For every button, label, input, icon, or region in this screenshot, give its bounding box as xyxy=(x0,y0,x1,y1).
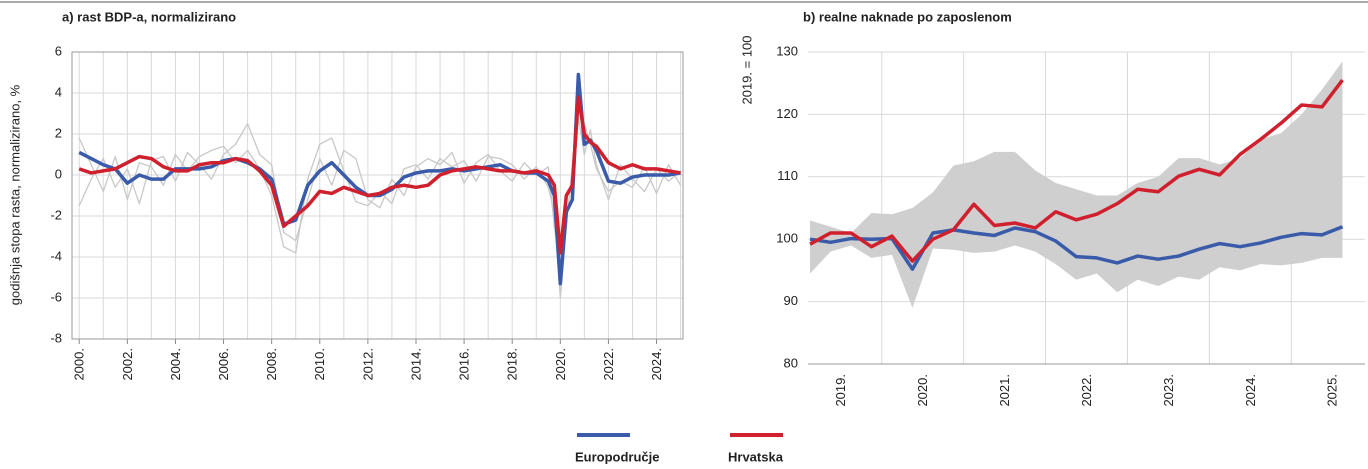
x-tick-label: 2020. xyxy=(915,374,930,407)
x-tick-label: 2016. xyxy=(457,348,472,381)
legend-label: Hrvatska xyxy=(728,449,784,464)
x-tick-label: 2024. xyxy=(1243,374,1258,407)
x-tick-label: 2000. xyxy=(72,348,87,381)
x-tick-label: 2018. xyxy=(505,348,520,381)
chart-title: a) rast BDP-a, normalizirano xyxy=(62,9,236,24)
series-line xyxy=(78,116,682,268)
y-tick-label: -6 xyxy=(50,289,62,304)
x-tick-label: 2002. xyxy=(120,348,135,381)
x-tick-label: 2019. xyxy=(833,374,848,407)
x-tick-label: 2012. xyxy=(360,348,375,381)
x-tick-label: 2020. xyxy=(553,348,568,381)
y-tick-label: -4 xyxy=(50,248,62,263)
y-tick-label: 80 xyxy=(784,355,798,370)
y-tick-label: 130 xyxy=(776,43,798,58)
legend-label: Europodručje xyxy=(575,449,660,464)
x-tick-label: 2014. xyxy=(408,348,423,381)
y-tick-label: 6 xyxy=(55,43,62,58)
y-tick-label: -8 xyxy=(50,330,62,345)
x-tick-label: 2004. xyxy=(168,348,183,381)
x-tick-label: 2006. xyxy=(216,348,231,381)
y-tick-label: 2 xyxy=(55,125,62,140)
y-axis-label: 2019. = 100 xyxy=(739,35,754,104)
y-tick-label: -2 xyxy=(50,207,62,222)
x-tick-label: 2022. xyxy=(601,348,616,381)
y-tick-label: 120 xyxy=(776,106,798,121)
series-line xyxy=(78,72,681,286)
plot-frame xyxy=(71,51,684,340)
y-tick-label: 0 xyxy=(55,166,62,181)
x-tick-label: 2022. xyxy=(1079,374,1094,407)
y-tick-label: 90 xyxy=(784,293,798,308)
range-band xyxy=(810,61,1343,308)
x-tick-label: 2021. xyxy=(997,374,1012,407)
chart-title: b) realne naknade po zaposlenom xyxy=(803,9,1012,24)
y-tick-label: 110 xyxy=(777,168,798,183)
y-axis-label: godišnja stopa rasta, normalizirano, % xyxy=(7,84,22,305)
series-line xyxy=(809,225,1344,271)
series-line xyxy=(78,95,681,255)
series-line xyxy=(809,79,1344,263)
x-tick-label: 2025. xyxy=(1325,374,1340,407)
x-tick-label: 2023. xyxy=(1161,374,1176,407)
x-tick-label: 2008. xyxy=(264,348,279,381)
y-tick-label: 4 xyxy=(55,84,62,99)
y-tick-label: 100 xyxy=(776,231,798,246)
x-tick-label: 2010. xyxy=(312,348,327,381)
x-tick-label: 2024. xyxy=(649,348,664,381)
